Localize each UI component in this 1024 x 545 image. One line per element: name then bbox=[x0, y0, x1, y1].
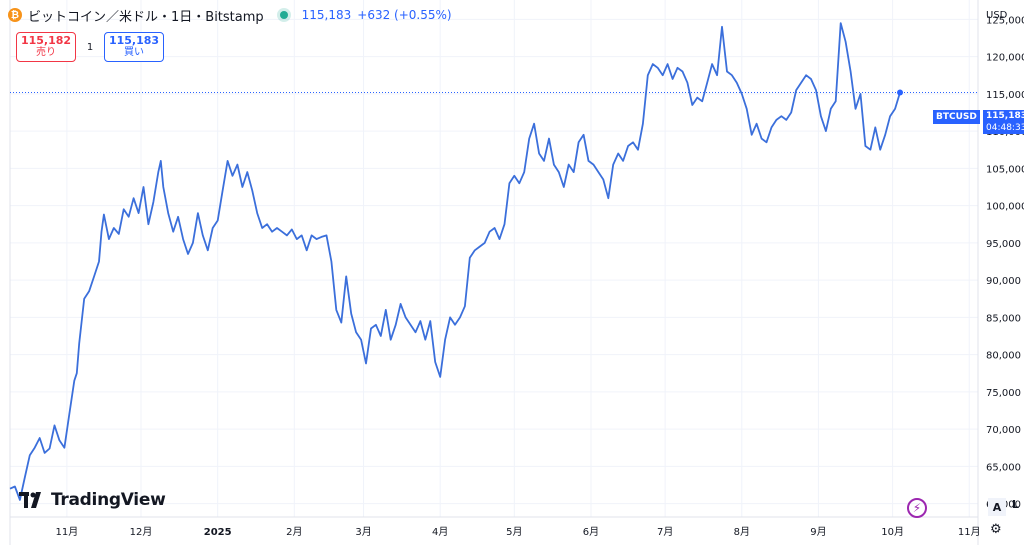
bar-countdown: 04:48:33 bbox=[986, 123, 1024, 133]
logo-text: TradingView bbox=[51, 490, 166, 510]
currency-label[interactable]: USD bbox=[986, 10, 1008, 21]
x-tick-label: 2025 bbox=[204, 527, 232, 538]
quote-buttons: 115,182 売り 1 115,183 買い bbox=[16, 32, 164, 62]
y-tick-label: 120,000 bbox=[986, 53, 1024, 64]
auto-scale-button[interactable]: A bbox=[988, 498, 1006, 516]
y-tick-label: 70,000 bbox=[986, 425, 1021, 436]
y-tick-label: 65,000 bbox=[986, 462, 1021, 473]
x-tick-label: 7月 bbox=[657, 526, 673, 538]
symbol-title[interactable]: ビットコイン／米ドル・1日・Bitstamp bbox=[28, 9, 264, 25]
lightning-icon[interactable]: ⚡ bbox=[907, 498, 927, 518]
price-line-series[interactable] bbox=[9, 22, 901, 501]
sell-button[interactable]: 115,182 売り bbox=[16, 32, 76, 62]
spread-value: 1 bbox=[86, 41, 94, 53]
x-tick-label: 10月 bbox=[881, 526, 904, 538]
buy-price: 115,183 bbox=[108, 34, 160, 47]
market-open-icon bbox=[279, 11, 288, 19]
tradingview-logo-icon bbox=[19, 492, 41, 508]
x-tick-label: 6月 bbox=[583, 526, 599, 538]
y-tick-label: 115,000 bbox=[986, 90, 1024, 101]
bitcoin-icon: ₿ bbox=[8, 8, 22, 22]
buy-label: 買い bbox=[124, 47, 144, 58]
last-price-value: 115,183 bbox=[986, 111, 1024, 121]
sell-price: 115,182 bbox=[20, 34, 72, 47]
x-axis-labels: 11月 12月 2025 2月 3月 4月 5月 6月 7月 8月 9月 10月 11月 bbox=[55, 526, 980, 538]
last-price-dot bbox=[897, 89, 904, 96]
buy-button[interactable]: 115,183 買い bbox=[104, 32, 164, 62]
y-tick-label: 95,000 bbox=[986, 239, 1021, 250]
y-tick-label: 75,000 bbox=[986, 388, 1021, 399]
y-tick-label: 85,000 bbox=[986, 313, 1021, 324]
x-tick-label: 11月 bbox=[55, 526, 78, 538]
x-tick-label: 9月 bbox=[810, 526, 826, 538]
x-tick-label: 12月 bbox=[130, 526, 153, 538]
header-price: 115,183 bbox=[301, 8, 352, 22]
x-tick-label: 4月 bbox=[432, 526, 448, 538]
symbol-header[interactable]: ₿ ビットコイン／米ドル・1日・Bitstamp 115,183 +632 (+… bbox=[8, 4, 452, 26]
y-axis-labels: 60,00065,00070,00075,00080,00085,00090,0… bbox=[986, 15, 1024, 510]
y-tick-label: 80,000 bbox=[986, 351, 1021, 362]
y-tick-label: 100,000 bbox=[986, 202, 1024, 213]
tradingview-logo[interactable]: TradingView bbox=[19, 490, 166, 510]
grid bbox=[10, 0, 978, 517]
x-tick-label: 5月 bbox=[506, 526, 522, 538]
x-tick-label: 8月 bbox=[734, 526, 750, 538]
header-change: +632 (+0.55%) bbox=[357, 8, 452, 22]
sell-label: 売り bbox=[36, 47, 56, 58]
y-tick-label: 90,000 bbox=[986, 276, 1021, 287]
y-tick-label: 125,000 bbox=[986, 15, 1024, 26]
last-price-tag: 115,183 04:48:33 bbox=[983, 110, 1024, 134]
gear-icon[interactable]: ⚙ bbox=[990, 522, 1002, 537]
last-symbol-tag: BTCUSD bbox=[933, 110, 980, 124]
log-scale-button[interactable]: L bbox=[1012, 498, 1020, 511]
x-tick-label: 11月 bbox=[958, 526, 981, 538]
x-tick-label: 2月 bbox=[286, 526, 302, 538]
x-tick-label: 3月 bbox=[355, 526, 371, 538]
y-tick-label: 105,000 bbox=[986, 164, 1024, 175]
